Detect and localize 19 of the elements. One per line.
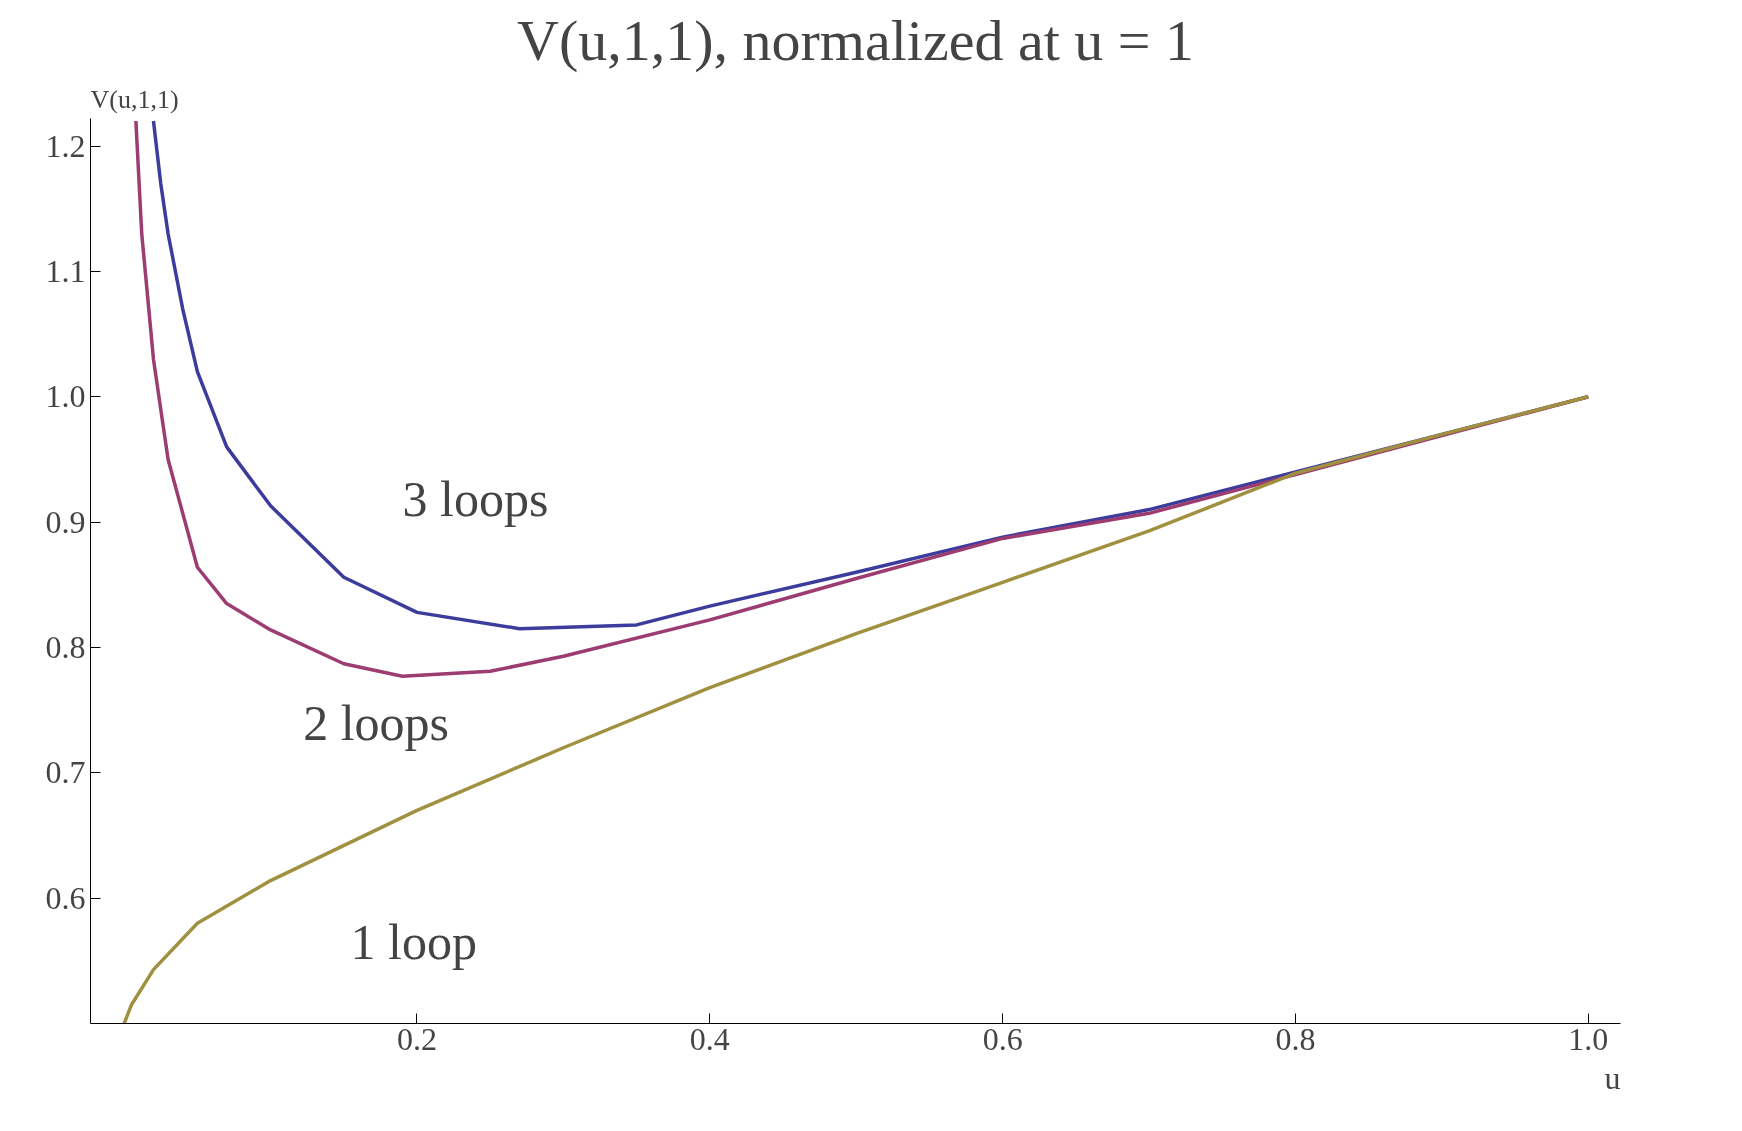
line-series — [122, 395, 1591, 1024]
y-tick-label: 1.2 — [45, 127, 86, 164]
y-axis-title: V(u,1,1) — [90, 84, 179, 114]
x-axis-title: u — [1604, 1059, 1621, 1096]
series-label: 3 loops — [402, 470, 549, 527]
x-tick-label: 0.6 — [982, 1020, 1023, 1057]
x-tick-label: 0.4 — [689, 1020, 730, 1057]
series-label: 1 loop — [350, 914, 478, 971]
x-tick-label: 0.8 — [1275, 1020, 1316, 1057]
x-tick-label: 1.0 — [1568, 1020, 1609, 1057]
series-label: 2 loops — [303, 695, 450, 752]
y-tick-label: 0.7 — [45, 754, 86, 791]
y-tick-label: 1.1 — [45, 252, 86, 289]
y-tick-label: 1.0 — [45, 378, 86, 415]
x-tick-label: 0.2 — [397, 1020, 437, 1057]
y-tick-label: 0.6 — [45, 879, 86, 916]
chart-title: V(u,1,1), normalized at u = 1 — [517, 7, 1194, 73]
y-tick-label: 0.8 — [45, 628, 86, 665]
y-tick-label: 0.9 — [45, 503, 86, 540]
